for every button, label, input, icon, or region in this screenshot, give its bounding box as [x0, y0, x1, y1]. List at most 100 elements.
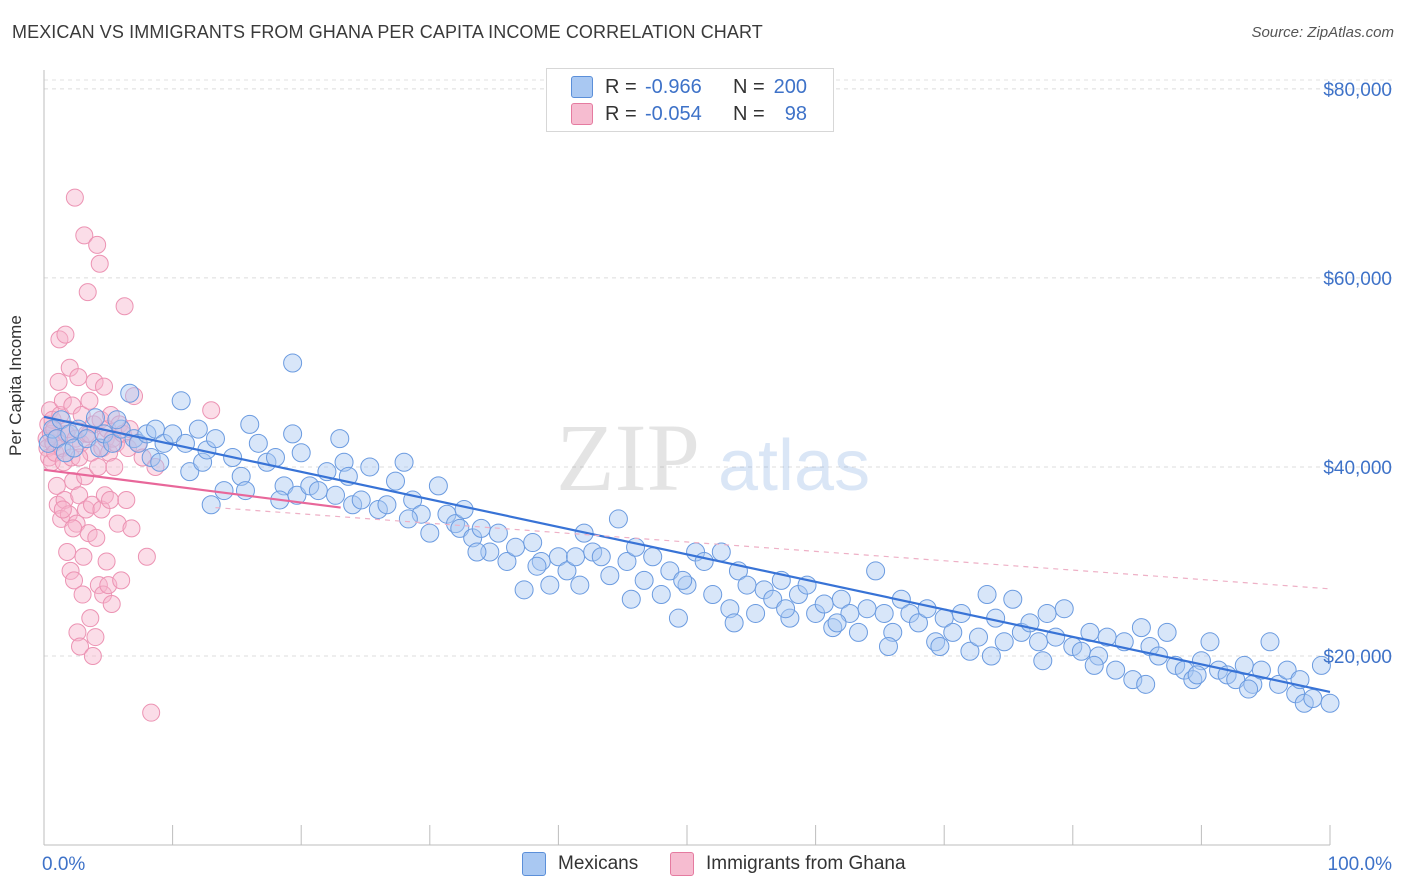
mexicans-point [214, 481, 234, 501]
legend-r-label: R = [605, 75, 637, 98]
mexicans-point [265, 448, 285, 467]
mexicans-point [85, 408, 105, 428]
mexicans-point [1089, 646, 1109, 666]
ghana-point [89, 576, 108, 595]
mexicans-point [283, 424, 303, 444]
ghana-point [105, 457, 124, 476]
ghana-point [50, 330, 69, 349]
ghana-point [53, 500, 72, 519]
ghana-point [56, 325, 75, 344]
bottom-legend-swatch-ghana [670, 852, 694, 876]
ghana-point [202, 401, 221, 420]
mexicans-point [454, 499, 474, 519]
legend-row-mexicans: R = -0.966 N = 200 [571, 74, 807, 100]
mexicans-point [55, 443, 75, 463]
ghana-point [95, 377, 114, 396]
mexicans-point [720, 599, 740, 619]
mexicans-point [908, 613, 928, 633]
watermark: ZIP atlas [556, 404, 870, 511]
mexicans-point [617, 551, 637, 571]
ghana-point [72, 405, 91, 424]
ghana-point [53, 391, 72, 410]
y-axis-label: Per Capita Income [6, 315, 25, 456]
mexicans-point [591, 547, 611, 567]
mexicans-point [360, 457, 380, 477]
ghana-point [86, 628, 105, 647]
ghana-point [97, 552, 116, 571]
ghana-point [117, 491, 136, 510]
mexicans-point [514, 580, 534, 600]
mexicans-point [608, 509, 628, 529]
mexicans-point [205, 429, 225, 449]
mexicans-point [694, 551, 714, 571]
mexicans-point [394, 452, 414, 472]
mexicans-point [668, 608, 688, 628]
ghana-point [75, 226, 94, 245]
ghana-point [137, 547, 156, 566]
legend-r-value: -0.054 [645, 102, 702, 125]
mexicans-point [488, 523, 508, 543]
mexicans-point [193, 452, 213, 472]
mexicans-point [1084, 655, 1104, 675]
mexicans-point [300, 476, 320, 496]
mexicans-point [814, 594, 834, 614]
legend-r-value: -0.966 [645, 75, 702, 98]
mexicans-point [398, 509, 418, 529]
mexicans-point [368, 499, 388, 519]
mexicans-point [1200, 632, 1220, 652]
mexicans-point [621, 589, 641, 609]
mexicans-point [848, 622, 868, 642]
mexicans-point [1131, 618, 1151, 638]
mexicans-point [120, 383, 140, 403]
ghana-point [77, 500, 96, 519]
mexicans-point [1157, 622, 1177, 642]
mexicans-point [866, 561, 886, 581]
mexicans-point [450, 518, 470, 538]
ghana-point [85, 372, 104, 391]
ghana-point [90, 254, 109, 273]
mexicans-point [878, 637, 898, 657]
mexicans-point [570, 575, 590, 595]
mexicans-point [175, 433, 195, 453]
mexicans-point [291, 443, 311, 463]
mexicans-point [651, 585, 671, 605]
mexicans-point [428, 476, 448, 496]
chart-title: MEXICAN VS IMMIGRANTS FROM GHANA PER CAP… [12, 22, 763, 42]
mexicans-point [163, 424, 183, 444]
watermark-atlas: atlas [718, 426, 870, 506]
ghana-point [80, 391, 99, 410]
mexicans-point [960, 641, 980, 661]
ghana-point [122, 519, 141, 538]
ghana-point [88, 235, 107, 254]
ghana-point [81, 609, 100, 628]
mexicans-point [240, 414, 260, 434]
mexicans-point [634, 570, 654, 590]
mexicans-point [874, 603, 894, 623]
mexicans-point [1320, 693, 1340, 713]
ghana-point [102, 594, 121, 613]
mexicans-point [411, 504, 431, 524]
mexicans-point [1071, 641, 1091, 661]
mexicans-point [968, 627, 988, 647]
mexicans-point [523, 533, 543, 553]
ghana-point [61, 561, 80, 580]
mexicans-point [776, 599, 796, 619]
grid-lines [44, 79, 1394, 657]
mexicans-point [711, 542, 731, 562]
mexicans-point [377, 495, 397, 515]
mexicans-point [643, 547, 663, 567]
ghana-point [95, 486, 114, 505]
mexicans-point [1294, 693, 1314, 713]
mexicans-point [1123, 670, 1143, 690]
legend-n-value: 98 [784, 102, 807, 125]
x-tick-label-max: 100.0% [1328, 854, 1393, 875]
ghana-point [83, 646, 102, 665]
mexicans-point [497, 551, 517, 571]
ghana-point [71, 637, 90, 656]
mexicans-point [64, 438, 84, 458]
mexicans-point [201, 495, 221, 515]
mexicans-point [325, 485, 345, 505]
mexicans-point [334, 452, 354, 472]
mexicans-point [506, 537, 526, 557]
